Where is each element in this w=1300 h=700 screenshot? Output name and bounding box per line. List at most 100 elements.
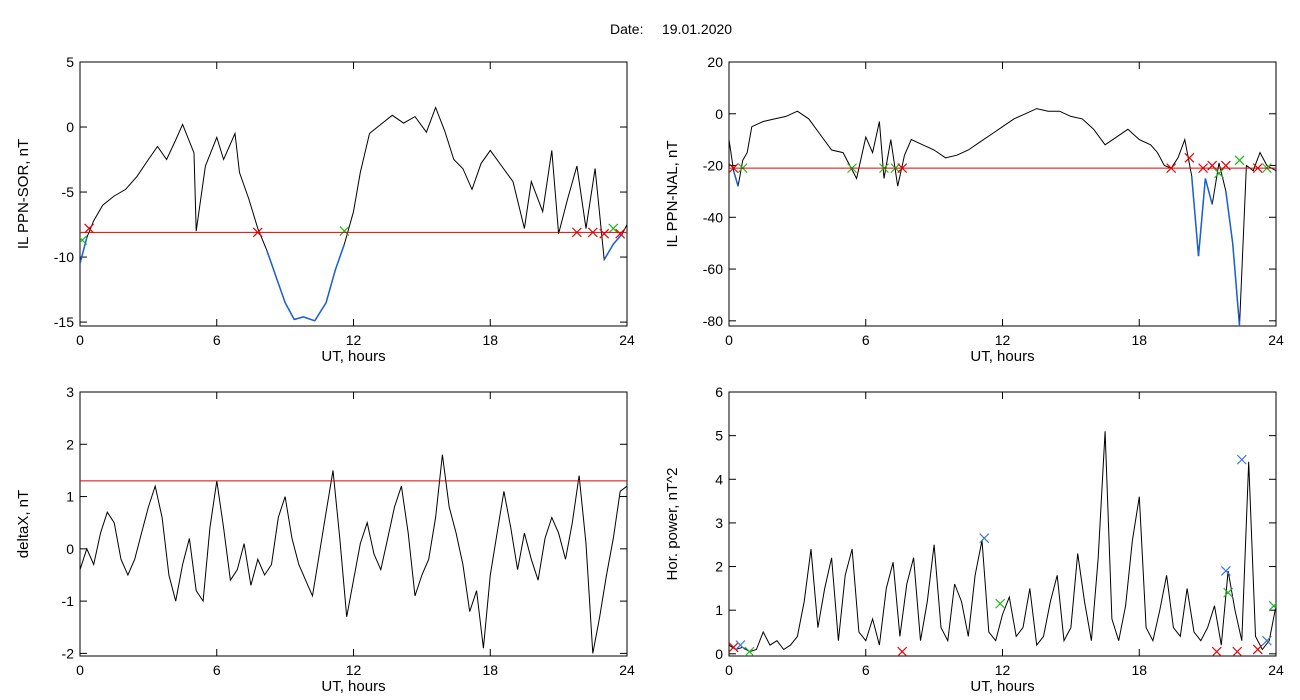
below-threshold-segment bbox=[266, 250, 277, 277]
marker-stroke bbox=[1252, 644, 1263, 655]
plot-area bbox=[80, 106, 627, 322]
marker-stroke bbox=[1220, 565, 1231, 576]
y-tick-label: 3 bbox=[715, 515, 723, 531]
y-tick-label: -15 bbox=[54, 314, 74, 330]
event-marker bbox=[1220, 160, 1231, 171]
y-tick-label: 1 bbox=[66, 489, 74, 505]
marker-stroke bbox=[1268, 602, 1276, 611]
y-tick-label: -2 bbox=[62, 645, 75, 661]
y-tick-label: -20 bbox=[703, 158, 723, 174]
x-tick-label: 18 bbox=[482, 332, 498, 348]
y-tick-label: -5 bbox=[62, 184, 75, 200]
event-marker bbox=[1223, 587, 1234, 598]
event-marker bbox=[1236, 454, 1247, 465]
marker-stroke bbox=[80, 235, 88, 244]
below-threshold-segment bbox=[732, 170, 739, 187]
plot-frame bbox=[79, 391, 628, 657]
below-threshold-segment bbox=[612, 233, 624, 245]
event-marker bbox=[735, 640, 746, 651]
y-tick-label: 0 bbox=[715, 106, 723, 122]
marker-stroke bbox=[1232, 646, 1243, 656]
y-tick-label: 5 bbox=[66, 54, 74, 70]
y-tick-label: 0 bbox=[66, 541, 74, 557]
below-threshold-segment bbox=[1190, 175, 1200, 257]
x-tick-label: 24 bbox=[1268, 332, 1284, 348]
y-tick-label: 1 bbox=[715, 602, 723, 618]
y-axis-label: Hor. power, nT^2 bbox=[664, 468, 681, 581]
y-tick-label: 0 bbox=[66, 119, 74, 135]
marker-stroke bbox=[1236, 454, 1247, 465]
event-marker bbox=[615, 228, 626, 239]
marker-stroke bbox=[84, 223, 95, 234]
y-tick-label: 3 bbox=[66, 384, 74, 400]
marker-stroke bbox=[995, 598, 1006, 609]
below-threshold-segment bbox=[303, 316, 315, 322]
below-threshold-segment bbox=[314, 302, 327, 322]
event-marker bbox=[1220, 565, 1231, 576]
marker-stroke bbox=[729, 642, 739, 653]
x-tick-label: 18 bbox=[1131, 332, 1147, 348]
event-marker bbox=[744, 646, 755, 656]
below-threshold-segment bbox=[275, 276, 286, 303]
event-marker bbox=[1252, 644, 1263, 655]
event-marker bbox=[1261, 635, 1272, 646]
event-marker bbox=[1211, 646, 1222, 656]
event-marker bbox=[84, 223, 95, 234]
event-marker bbox=[1232, 646, 1243, 656]
x-axis-label: UT, hours bbox=[321, 348, 385, 365]
x-tick-label: 12 bbox=[995, 662, 1011, 678]
y-tick-label: 5 bbox=[715, 428, 723, 444]
y-tick-label: -40 bbox=[703, 209, 723, 225]
event-marker bbox=[599, 228, 610, 239]
x-tick-label: 0 bbox=[76, 332, 84, 348]
marker-stroke bbox=[979, 533, 990, 544]
below-threshold-segment bbox=[1204, 178, 1213, 205]
below-threshold-segment bbox=[1197, 178, 1207, 257]
x-tick-label: 6 bbox=[213, 662, 221, 678]
marker-stroke bbox=[1211, 646, 1222, 656]
event-marker bbox=[979, 533, 990, 544]
below-threshold-segment bbox=[603, 243, 614, 261]
x-tick-label: 12 bbox=[995, 332, 1011, 348]
panel-ppn-sor: 0 6 12 18 24 5 0 -5 -10 -15 UT, hours IL PPN-SOR, n… bbox=[15, 54, 635, 365]
series-line bbox=[729, 108, 1276, 326]
event-marker bbox=[339, 226, 350, 236]
y-tick-label: 0 bbox=[715, 646, 723, 662]
x-tick-label: 12 bbox=[346, 662, 362, 678]
event-marker bbox=[897, 646, 908, 656]
y-tick-label: 4 bbox=[715, 471, 723, 487]
y-tick-label: -1 bbox=[62, 593, 75, 609]
marker-stroke bbox=[608, 223, 619, 234]
y-tick-label: 2 bbox=[715, 559, 723, 575]
marker-stroke bbox=[1214, 168, 1224, 179]
x-tick-label: 0 bbox=[76, 662, 84, 678]
below-threshold-segment bbox=[80, 237, 88, 264]
x-tick-label: 24 bbox=[1268, 662, 1284, 678]
below-threshold-segment bbox=[284, 302, 295, 320]
y-axis-label: IL PPN-NAL, nT bbox=[664, 141, 681, 248]
y-tick-label: -80 bbox=[703, 313, 723, 329]
x-tick-label: 0 bbox=[725, 662, 733, 678]
x-tick-label: 12 bbox=[346, 332, 362, 348]
x-tick-label: 24 bbox=[619, 662, 635, 678]
event-marker bbox=[1207, 160, 1218, 171]
x-axis-label: UT, hours bbox=[970, 678, 1034, 695]
event-marker bbox=[1234, 155, 1245, 166]
marker-stroke bbox=[735, 640, 746, 651]
event-marker bbox=[608, 223, 619, 234]
event-marker bbox=[80, 235, 88, 246]
marker-stroke bbox=[1234, 155, 1245, 166]
event-marker bbox=[729, 642, 739, 653]
series-line bbox=[729, 431, 1276, 653]
marker-stroke bbox=[1223, 587, 1234, 598]
below-threshold-segment bbox=[325, 269, 336, 303]
marker-stroke bbox=[339, 226, 350, 236]
series-line bbox=[80, 454, 627, 654]
event-marker bbox=[1184, 152, 1195, 163]
date-label: Date: bbox=[610, 21, 643, 37]
date-value: 19.01.2020 bbox=[662, 21, 732, 37]
plot-area bbox=[729, 431, 1276, 656]
y-tick-label: -60 bbox=[703, 261, 723, 277]
x-tick-label: 6 bbox=[862, 662, 870, 678]
panel-deltax: 0 6 12 18 24 3 2 1 0 -1 -2 UT, hours deltaX, nT bbox=[15, 384, 635, 695]
